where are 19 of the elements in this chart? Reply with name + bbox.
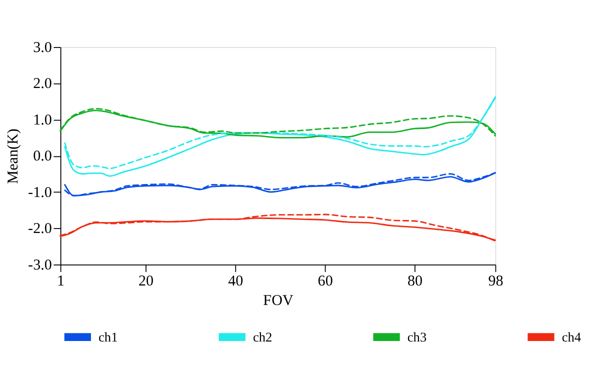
legend-label: ch2	[252, 330, 272, 344]
y-tick-label: 0.0	[33, 148, 52, 165]
y-tick-label: -1.0	[28, 184, 52, 201]
y-tick-label: 1.0	[33, 112, 52, 128]
legend-label: ch3	[407, 330, 427, 344]
y-tick-label: 3.0	[33, 40, 52, 56]
legend-label: ch1	[98, 330, 118, 344]
x-axis-title: FOV	[263, 292, 294, 309]
x-tick-label: 1	[57, 273, 65, 290]
y-axis-title: Mean(K)	[5, 128, 22, 184]
x-tick-label: 80	[407, 273, 423, 290]
x-tick-label: 20	[138, 273, 154, 290]
legend-label: ch4	[562, 330, 582, 344]
y-tick-label: -2.0	[28, 221, 52, 238]
x-tick-label: 60	[318, 273, 333, 290]
x-tick-label: 98	[488, 273, 504, 290]
y-tick-label: -3.0	[28, 257, 52, 274]
x-tick-label: 40	[228, 273, 244, 290]
y-tick-label: 2.0	[33, 76, 52, 92]
